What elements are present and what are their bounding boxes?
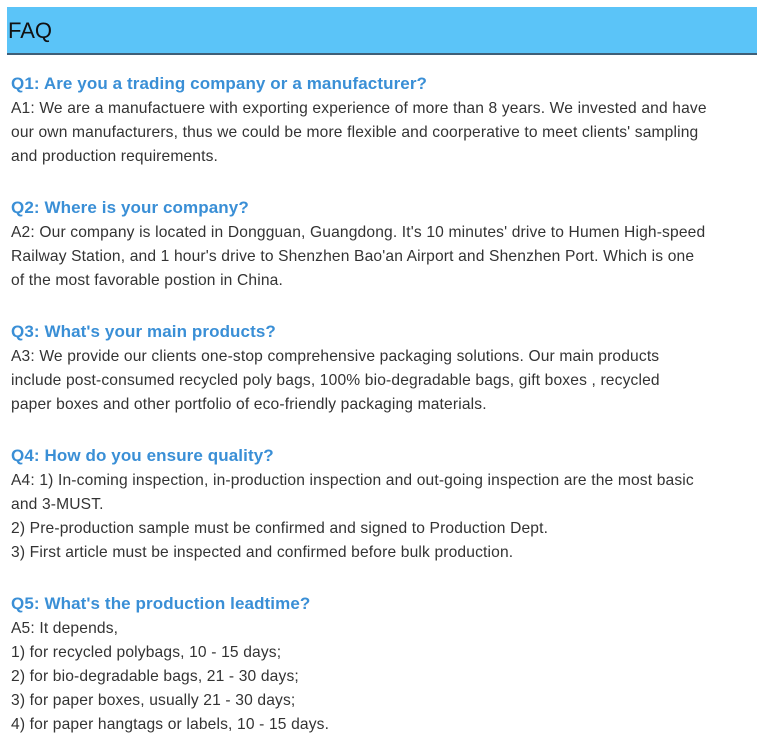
faq-answer-line: include post-consumed recycled poly bags… [11, 372, 660, 389]
faq-question: Q5: What's the production leadtime? [11, 594, 311, 613]
faq-answer-line: 4) for paper hangtags or labels, 10 - 15… [11, 716, 330, 733]
faq-answer-line: Railway Station, and 1 hour's drive to S… [11, 248, 695, 265]
faq-answer: A5: It depends, 1) for recycled polybags,… [11, 617, 761, 737]
faq-answer-line: 3) for paper boxes, usually 21 - 30 days… [11, 692, 296, 709]
faq-answer: A3: We provide our clients one-stop comp… [11, 345, 761, 417]
faq-answer-line: and 3-MUST. [11, 496, 104, 513]
page-title: FAQ [8, 18, 53, 43]
faq-answer-line: and production requirements. [11, 148, 219, 165]
faq-question: Q3: What's your main products? [11, 322, 276, 341]
faq-header: FAQ [7, 7, 757, 55]
faq-answer: A2: Our company is located in Dongguan, … [11, 221, 761, 293]
faq-answer-line: 2) Pre-production sample must be confirm… [11, 520, 549, 537]
faq-answer-line: A2: Our company is located in Dongguan, … [11, 224, 706, 241]
faq-answer-line: our own manufacturers, thus we could be … [11, 124, 699, 141]
faq-answer: A1: We are a manufactuere with exporting… [11, 97, 761, 169]
faq-answer-line: 3) First article must be inspected and c… [11, 544, 514, 561]
faq-question: Q4: How do you ensure quality? [11, 446, 274, 465]
faq-list: Q1: Are you a trading company or a manuf… [11, 56, 761, 737]
faq-question: Q1: Are you a trading company or a manuf… [11, 74, 428, 93]
faq-answer-line: A3: We provide our clients one-stop comp… [11, 348, 660, 365]
faq-answer: A4: 1) In-coming inspection, in-producti… [11, 469, 761, 565]
faq-answer-line: 2) for bio-degradable bags, 21 - 30 days… [11, 668, 299, 685]
faq-question: Q2: Where is your company? [11, 198, 249, 217]
faq-answer-line: A1: We are a manufactuere with exporting… [11, 100, 707, 117]
faq-answer-line: paper boxes and other portfolio of eco-f… [11, 396, 487, 413]
faq-answer-line: of the most favorable postion in China. [11, 272, 283, 289]
faq-answer-line: A5: It depends, [11, 620, 119, 637]
faq-answer-line: A4: 1) In-coming inspection, in-producti… [11, 472, 694, 489]
faq-answer-line: 1) for recycled polybags, 10 - 15 days; [11, 644, 282, 661]
